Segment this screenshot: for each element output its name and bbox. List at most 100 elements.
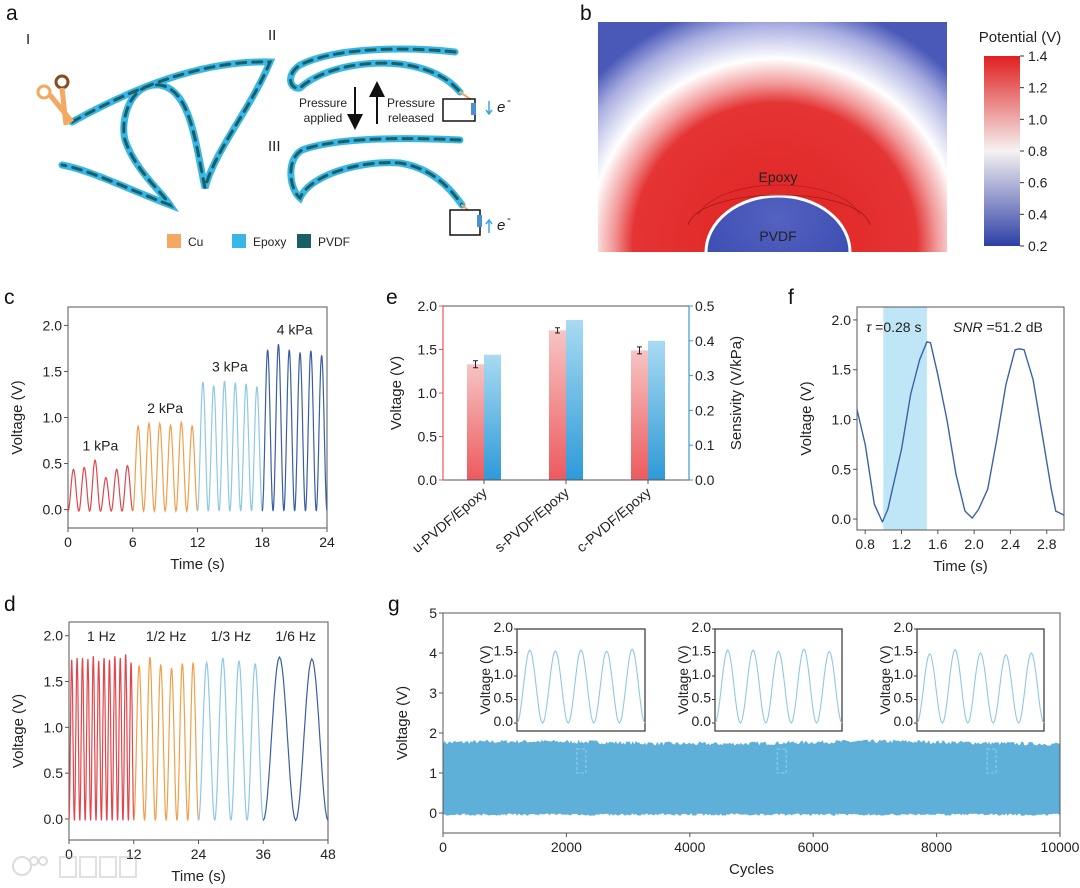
colorbar-tick-label: 1.4 bbox=[1028, 48, 1048, 64]
colorbar-tick-label: 0.2 bbox=[1028, 238, 1048, 254]
y2-tick-label: 0.1 bbox=[695, 437, 715, 453]
bar-voltage bbox=[549, 330, 566, 480]
inset-y-tick-label: 2.0 bbox=[494, 619, 514, 635]
bar-sensitivity bbox=[484, 354, 501, 480]
series-line-1-2-Hz bbox=[133, 656, 200, 821]
series-line-1-Hz bbox=[68, 654, 135, 821]
y-tick-label: 1.5 bbox=[832, 362, 852, 378]
y-tick-label: 0.5 bbox=[43, 456, 63, 472]
x-axis-label: Time (s) bbox=[170, 556, 224, 573]
y-axis-label: Voltage (V) bbox=[10, 694, 27, 768]
watermark-logo bbox=[12, 856, 137, 878]
electron-charge-sign: - bbox=[507, 211, 511, 225]
x-tick-label: 0 bbox=[439, 839, 447, 855]
panel-label-b: b bbox=[580, 2, 592, 25]
y2-tick-label: 0.2 bbox=[695, 402, 715, 418]
plot-frame bbox=[442, 612, 1061, 834]
fiber-stage-1 bbox=[58, 58, 276, 213]
x-tick-label: 2.8 bbox=[1037, 536, 1057, 552]
y-tick-label: 0 bbox=[429, 805, 437, 821]
pvdf-core bbox=[704, 194, 852, 252]
pressure-released-label: released bbox=[388, 111, 434, 125]
tau-annotation: τ =0.28 s bbox=[866, 319, 921, 335]
inset-y-tick-label: 1.5 bbox=[894, 643, 914, 659]
x-axis-label: Time (s) bbox=[933, 558, 987, 575]
panel-label-c: c bbox=[4, 286, 15, 309]
inset-y-tick-label: 1.0 bbox=[894, 666, 914, 682]
y-tick-label: 1.5 bbox=[43, 363, 63, 379]
inset-y-tick-label: 0.0 bbox=[494, 713, 514, 729]
legend-swatch-epoxy bbox=[232, 234, 246, 248]
series-line-1-3-Hz bbox=[197, 657, 264, 821]
y2-tick-label: 0.5 bbox=[695, 298, 715, 314]
panel-label-d: d bbox=[4, 593, 16, 616]
x-tick-label: 2.0 bbox=[964, 536, 984, 552]
fiber-stage-2 bbox=[287, 45, 476, 122]
series-line-2-kPa bbox=[132, 420, 199, 514]
legend-label: PVDF bbox=[318, 235, 350, 249]
pressure-applied-label: applied bbox=[304, 111, 343, 125]
inset-y-tick-label: 1.0 bbox=[494, 666, 514, 682]
electron-label: e bbox=[497, 217, 505, 234]
panel-label-g: g bbox=[388, 593, 400, 616]
colorbar-title: Potential (V) bbox=[979, 29, 1062, 46]
x-tick-label: 12 bbox=[190, 534, 206, 550]
inset-y-tick-label: 1.5 bbox=[494, 643, 514, 659]
series-line-1-kPa bbox=[67, 458, 134, 513]
y2-axis-label: Sensivity (V/kPa) bbox=[728, 336, 745, 450]
colorbar-tick-label: 0.8 bbox=[1028, 143, 1048, 159]
colorbar-tick-label: 0.4 bbox=[1028, 206, 1048, 222]
series-label: 1/6 Hz bbox=[275, 628, 315, 644]
series-label: 1/2 Hz bbox=[146, 628, 186, 644]
y-tick-label: 5 bbox=[429, 605, 437, 621]
y-tick-label: 1.0 bbox=[418, 385, 438, 401]
category-label: c-PVDF/Epoxy bbox=[573, 484, 654, 555]
snr-annotation: SNR =51.2 dB bbox=[953, 319, 1043, 335]
electron-label: e bbox=[497, 99, 505, 116]
bar-voltage bbox=[631, 350, 648, 480]
series-line-1-6-Hz bbox=[262, 655, 329, 822]
inset-y-axis-label: Voltage (V) bbox=[477, 645, 493, 714]
inset-y-tick-label: 1.0 bbox=[692, 666, 712, 682]
inset-y-tick-label: 0.0 bbox=[692, 713, 712, 729]
x-tick-label: 12 bbox=[126, 846, 142, 862]
x-tick-label: 6 bbox=[129, 534, 137, 550]
y2-tick-label: 0.3 bbox=[695, 368, 715, 384]
colorbar-tick-label: 0.6 bbox=[1028, 175, 1048, 191]
pvdf-label: PVDF bbox=[759, 228, 796, 244]
response-time-span bbox=[883, 307, 927, 530]
x-tick-label: 4000 bbox=[674, 839, 705, 855]
inset-y-tick-label: 2.0 bbox=[692, 619, 712, 635]
y-tick-label: 0.5 bbox=[832, 461, 852, 477]
y-axis-label: Voltage (V) bbox=[394, 686, 411, 760]
y-tick-label: 0.0 bbox=[418, 472, 438, 488]
y-tick-label: 2.0 bbox=[418, 298, 438, 314]
x-axis-label: Time (s) bbox=[171, 868, 225, 885]
inset-y-tick-label: 2.0 bbox=[894, 619, 914, 635]
y-axis-label: Voltage (V) bbox=[798, 381, 815, 455]
y-tick-label: 0.5 bbox=[44, 765, 64, 781]
y-tick-label: 1.5 bbox=[44, 674, 64, 690]
inset-location-marker bbox=[986, 748, 997, 774]
plot-frame bbox=[856, 306, 1065, 531]
y-tick-label: 2.0 bbox=[43, 317, 63, 333]
y2-tick-label: 0.0 bbox=[695, 472, 715, 488]
panel-label-f: f bbox=[788, 286, 794, 309]
stage-label-1: I bbox=[26, 31, 30, 48]
category-label: s-PVDF/Epoxy bbox=[491, 484, 572, 555]
chart-e: u-PVDF/Epoxy s-PVDF/Epoxy c-PVDF/Epoxy 0.0 0… bbox=[388, 298, 745, 556]
legend-swatch-cu bbox=[167, 234, 181, 248]
legend-label: Cu bbox=[188, 235, 203, 249]
y-axis-label: Voltage (V) bbox=[388, 356, 405, 430]
y-tick-label: 0.5 bbox=[418, 429, 438, 445]
inset-y-tick-label: 0.5 bbox=[894, 690, 914, 706]
electron-arrow-up-icon bbox=[485, 218, 493, 233]
error-bar bbox=[473, 360, 478, 369]
y-tick-label: 1.0 bbox=[43, 410, 63, 426]
legend-swatch-pvdf bbox=[297, 234, 311, 248]
plot-frame bbox=[67, 306, 328, 529]
series-label: 1/3 Hz bbox=[211, 628, 251, 644]
